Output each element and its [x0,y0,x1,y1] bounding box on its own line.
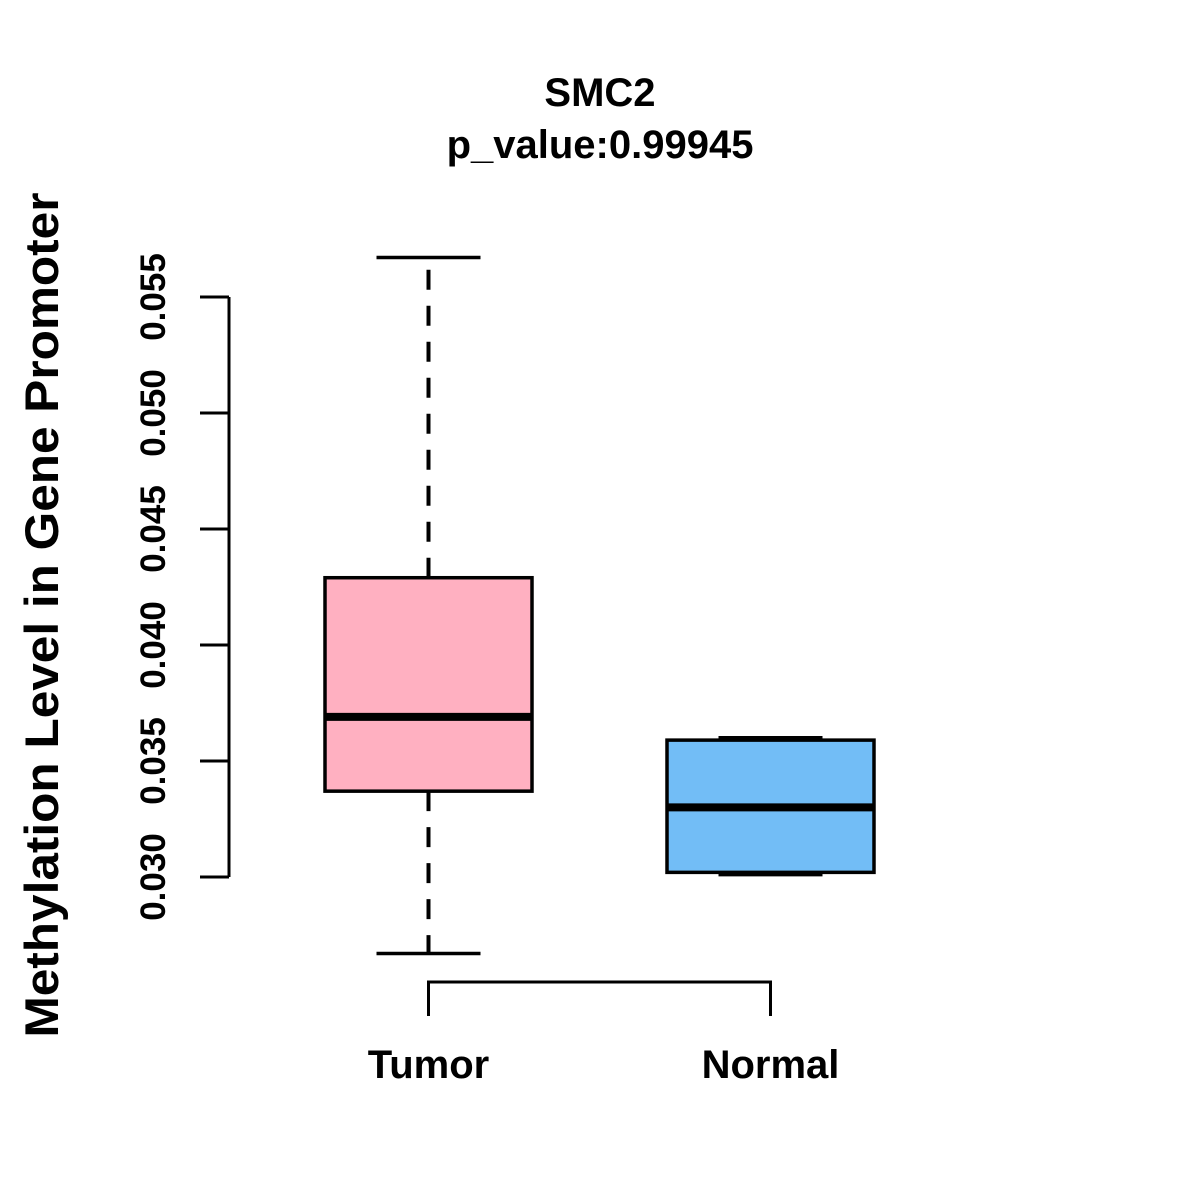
chart-title: SMC2 [544,71,655,115]
iqr-box [323,575,534,793]
y-tick-label: 0.040 [134,601,173,689]
y-axis-title: Methylation Level in Gene Promoter [15,192,68,1037]
x-axis-bracket [427,980,772,1016]
box-series [323,255,876,956]
chart-subtitle: p_value:0.99945 [447,123,754,167]
y-axis: 0.030 0.035 0.040 0.045 0.050 0.055 [134,253,231,921]
x-label-normal: Normal [702,1043,840,1087]
boxplot-normal [665,736,876,877]
y-tick-label: 0.055 [134,253,173,341]
group-bracket [427,980,772,1016]
y-tick-label: 0.045 [134,485,173,573]
y-tick-label: 0.035 [134,717,173,805]
x-axis-labels: Tumor Normal [368,1043,840,1087]
x-label-tumor: Tumor [368,1043,489,1087]
boxplot-tumor [323,255,534,956]
y-tick-label: 0.050 [134,369,173,457]
y-tick-label: 0.030 [134,833,173,921]
